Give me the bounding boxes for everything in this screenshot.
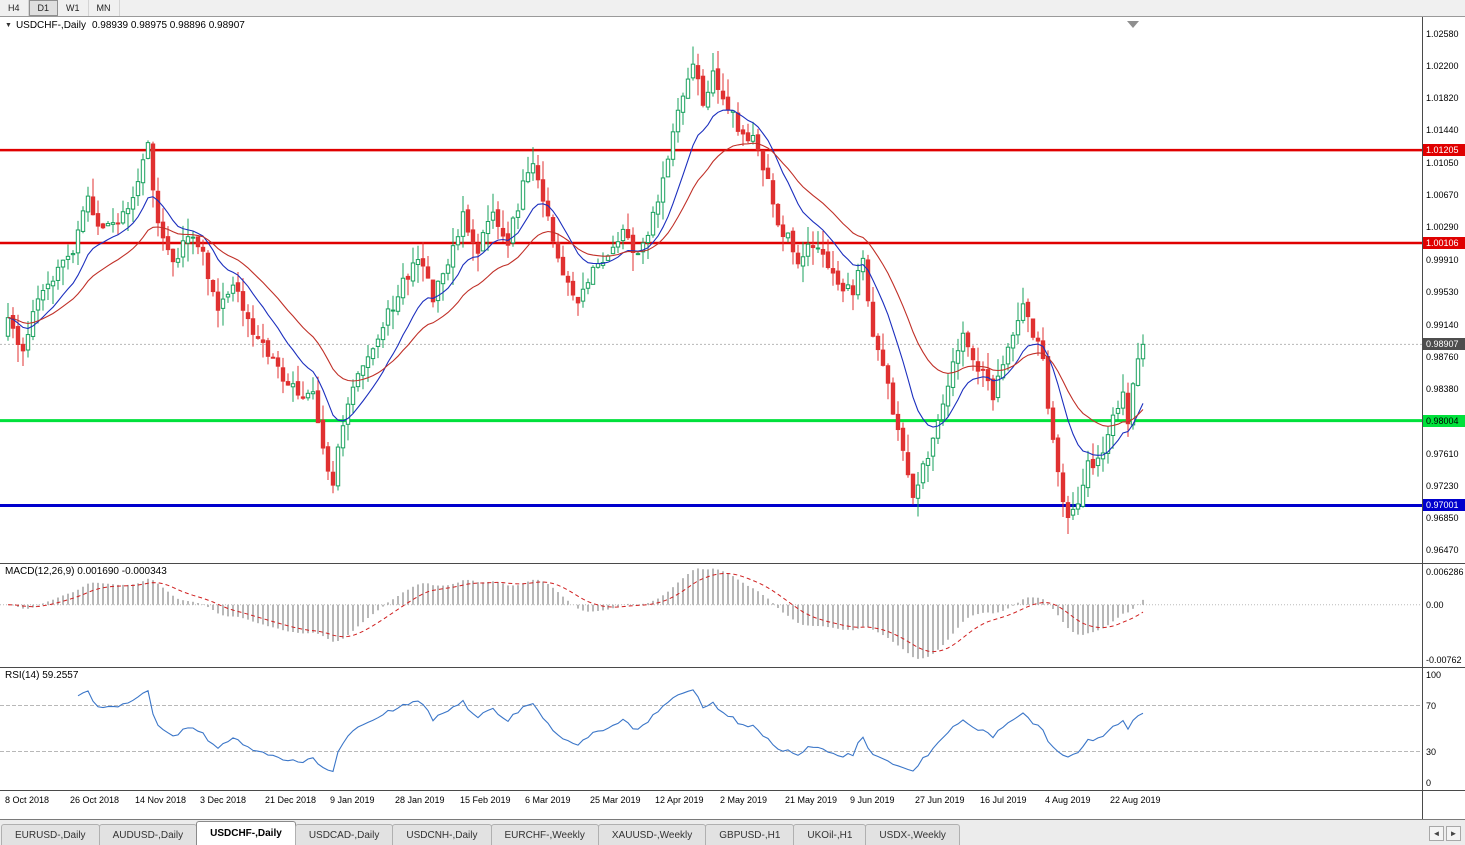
- price-axis-label: 0.98380: [1426, 383, 1459, 394]
- rsi-axis-label: 30: [1426, 746, 1437, 757]
- chart-tab-ukoil-h1[interactable]: UKOil-,H1: [793, 824, 867, 845]
- macd-title: MACD(12,26,9) 0.001690 -0.000343: [5, 566, 167, 577]
- chart-tab-usdchf-daily[interactable]: USDCHF-,Daily: [196, 821, 296, 845]
- chart-title: ▼ USDCHF-,Daily 0.98939 0.98975 0.98896 …: [5, 20, 245, 31]
- date-axis-label: 22 Aug 2019: [1110, 795, 1161, 805]
- rsi-axis-label: 70: [1426, 700, 1437, 711]
- price-axis-label: 1.01050: [1426, 158, 1459, 169]
- price-axis-label: 1.01820: [1426, 93, 1459, 104]
- timeframe-toolbar: H4 D1 W1 MN: [0, 0, 1465, 17]
- timeframe-d1-button[interactable]: D1: [28, 0, 59, 16]
- price-axis-label: 0.96470: [1426, 545, 1459, 556]
- macd-signal-line: [7, 573, 1144, 653]
- timeframe-h4-button[interactable]: H4: [0, 0, 29, 16]
- chart-tab-usdcad-daily[interactable]: USDCAD-,Daily: [294, 824, 394, 845]
- date-axis-label: 14 Nov 2018: [135, 795, 187, 805]
- price-axis-label: 1.00670: [1426, 190, 1459, 201]
- price-axis-label: 0.97230: [1426, 481, 1459, 492]
- candlestick-chart[interactable]: [0, 17, 1422, 563]
- moving-average-line: [7, 109, 1144, 456]
- chart-title-ohlc: 0.98939 0.98975 0.98896 0.98907: [91, 20, 245, 31]
- date-axis-label: 16 Jul 2019: [980, 795, 1027, 805]
- tab-scroll-left-icon[interactable]: ◄: [1429, 826, 1444, 841]
- macd-chart[interactable]: [0, 563, 1422, 667]
- chart-window: ▼ USDCHF-,Daily 0.98939 0.98975 0.98896 …: [0, 17, 1465, 819]
- date-axis-label: 8 Oct 2018: [5, 795, 50, 805]
- moving-average-line: [7, 142, 1144, 427]
- price-axis-label: 0.99910: [1426, 254, 1459, 265]
- date-axis-label: 2 May 2019: [720, 795, 768, 805]
- timeframe-w1-button[interactable]: W1: [58, 0, 89, 16]
- date-axis-label: 27 Jun 2019: [915, 795, 965, 805]
- date-axis[interactable]: 8 Oct 2018 26 Oct 2018 14 Nov 2018 3 Dec 20…: [0, 790, 1422, 819]
- rsi-line: [77, 689, 1144, 773]
- macd-axis-label: 0.00: [1426, 599, 1444, 610]
- chart-title-symbol: USDCHF-,Daily: [15, 20, 86, 31]
- axis-separator: [1422, 17, 1423, 819]
- price-chart-panel[interactable]: ▼ USDCHF-,Daily 0.98939 0.98975 0.98896 …: [0, 17, 1422, 563]
- panel-separator[interactable]: [0, 667, 1465, 668]
- date-axis-label: 4 Aug 2019: [1045, 795, 1091, 805]
- date-axis-label: 12 Apr 2019: [655, 795, 704, 805]
- date-axis-label: 25 Mar 2019: [590, 795, 641, 805]
- rsi-title: RSI(14) 59.2557: [5, 670, 79, 681]
- price-tag: 1.00106: [1423, 237, 1465, 249]
- chart-tab-audusd-daily[interactable]: AUDUSD-,Daily: [98, 824, 198, 845]
- price-axis-label: 1.00290: [1426, 222, 1459, 233]
- date-axis-label: 9 Jan 2019: [330, 795, 375, 805]
- price-axis-label: 1.01440: [1426, 125, 1459, 136]
- chart-tabs: EURUSD-,Daily AUDUSD-,Daily USDCHF-,Daily U…: [0, 820, 960, 845]
- date-axis-label: 3 Dec 2018: [200, 795, 247, 805]
- timeframe-mn-button[interactable]: MN: [88, 0, 120, 16]
- rsi-chart[interactable]: [0, 667, 1422, 790]
- chart-tab-usdcnh-daily[interactable]: USDCNH-,Daily: [392, 824, 492, 845]
- price-axis-label: 0.98760: [1426, 351, 1459, 362]
- rsi-axis-label: 0: [1426, 778, 1432, 788]
- price-axis-label: 1.02200: [1426, 61, 1459, 72]
- chart-tabbar: EURUSD-,Daily AUDUSD-,Daily USDCHF-,Daily U…: [0, 819, 1465, 845]
- price-axis-label: 1.02580: [1426, 28, 1459, 39]
- date-axis-label: 28 Jan 2019: [395, 795, 445, 805]
- macd-axis-label: 0.006286: [1426, 567, 1464, 577]
- macd-panel[interactable]: MACD(12,26,9) 0.001690 -0.000343: [0, 563, 1422, 667]
- price-tag: 1.01205: [1423, 144, 1465, 157]
- rsi-panel[interactable]: RSI(14) 59.2557: [0, 667, 1422, 790]
- rsi-axis-label: 100: [1426, 670, 1442, 680]
- chart-tab-xauusd-weekly[interactable]: XAUUSD-,Weekly: [597, 824, 707, 845]
- panel-separator: [0, 790, 1465, 791]
- date-axis-label: 6 Mar 2019: [525, 795, 571, 805]
- price-tag: 0.97001: [1423, 499, 1465, 512]
- panel-separator[interactable]: [0, 563, 1465, 564]
- date-axis-label: 26 Oct 2018: [70, 795, 120, 805]
- chart-tab-eurusd-daily[interactable]: EURUSD-,Daily: [1, 824, 100, 845]
- tab-scroll-arrows: ◄ ►: [1429, 826, 1465, 845]
- chart-tab-gbpusd-h1[interactable]: GBPUSD-,H1: [705, 824, 795, 845]
- chart-tab-usdx-weekly[interactable]: USDX-,Weekly: [865, 824, 960, 845]
- macd-axis-label: -0.00762: [1426, 655, 1462, 665]
- price-axis[interactable]: 1.02580 1.02200 1.01820 1.01440 1.01050 1.006…: [1423, 17, 1465, 819]
- date-axis-label: 21 Dec 2018: [265, 795, 317, 805]
- price-tag: 0.98907: [1423, 338, 1465, 351]
- symbol-dropdown-icon[interactable]: ▼: [5, 22, 12, 29]
- date-axis-label: 9 Jun 2019: [850, 795, 895, 805]
- price-axis-label: 0.99530: [1426, 286, 1459, 297]
- price-axis-label: 0.96850: [1426, 513, 1459, 524]
- tab-scroll-right-icon[interactable]: ►: [1446, 826, 1461, 841]
- price-tag: 0.98004: [1423, 414, 1465, 427]
- date-axis-label: 21 May 2019: [785, 795, 838, 805]
- chart-tab-eurchf-weekly[interactable]: EURCHF-,Weekly: [490, 824, 599, 845]
- date-axis-label: 15 Feb 2019: [460, 795, 511, 805]
- price-axis-label: 0.97610: [1426, 448, 1459, 459]
- price-axis-label: 0.99140: [1426, 319, 1459, 330]
- chart-shift-marker-icon[interactable]: [1127, 21, 1139, 28]
